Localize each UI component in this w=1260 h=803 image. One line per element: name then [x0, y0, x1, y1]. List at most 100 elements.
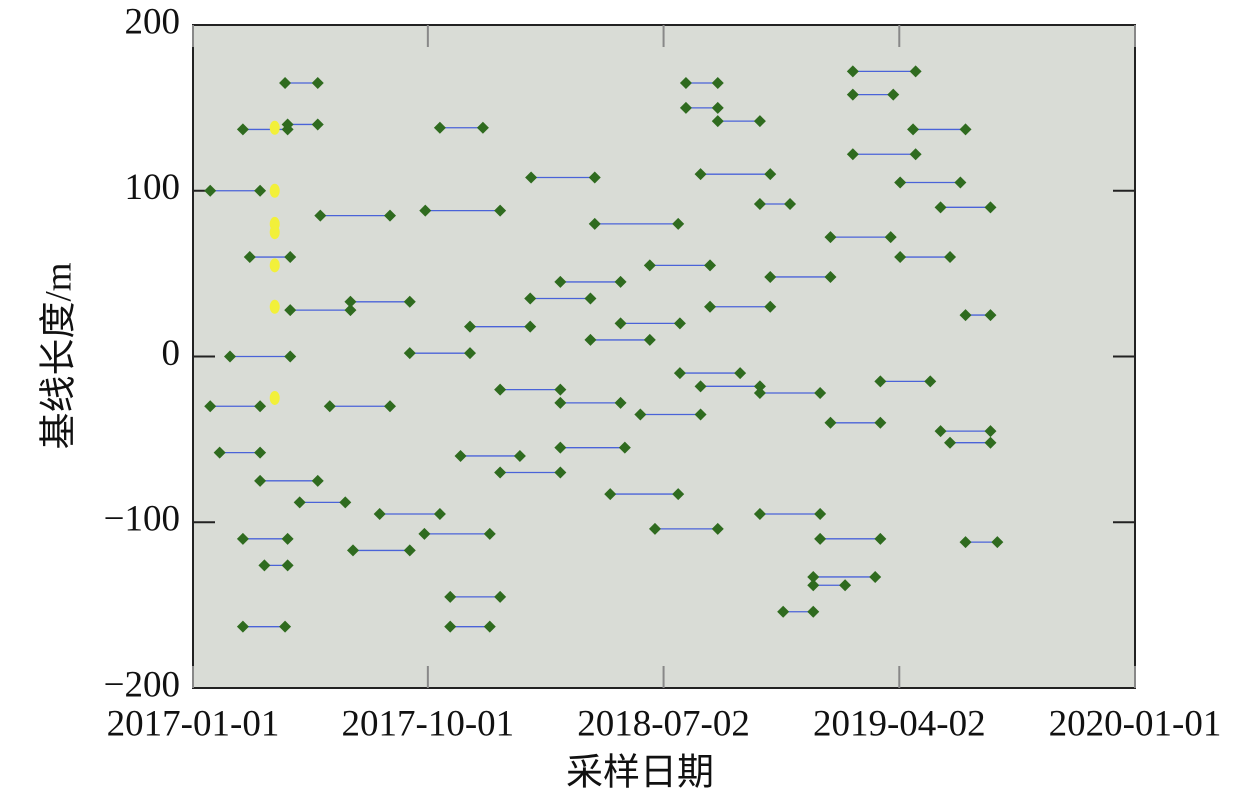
acquisition-marker — [344, 304, 357, 317]
acquisition-marker — [824, 231, 837, 244]
acquisition-marker — [384, 400, 397, 413]
acquisition-marker — [254, 184, 267, 197]
acquisition-marker — [204, 184, 217, 197]
acquisition-marker — [311, 77, 324, 90]
acquisition-marker — [944, 251, 957, 264]
acquisition-marker — [254, 474, 267, 487]
acquisition-marker — [347, 544, 360, 557]
acquisition-marker — [934, 425, 947, 438]
acquisition-marker — [753, 507, 766, 520]
acquisition-marker — [258, 559, 271, 572]
acquisition-marker — [753, 386, 766, 399]
acquisition-marker — [284, 350, 297, 363]
acquisition-marker — [909, 65, 922, 78]
acquisition-marker — [223, 350, 236, 363]
acquisition-marker — [846, 65, 859, 78]
acquisition-marker — [874, 532, 887, 545]
acquisition-marker — [694, 408, 707, 421]
acquisition-marker — [672, 217, 685, 230]
highlight-point — [269, 225, 280, 240]
acquisition-marker — [236, 620, 249, 633]
acquisition-marker — [777, 605, 790, 618]
x-tick-label: 2020-01-01 — [1049, 703, 1222, 744]
acquisition-marker — [924, 375, 937, 388]
acquisition-marker — [419, 204, 432, 217]
acquisition-marker — [672, 488, 685, 501]
acquisition-marker — [444, 620, 457, 633]
acquisition-marker — [909, 148, 922, 161]
acquisition-marker — [494, 590, 507, 603]
y-tick-label: −200 — [104, 664, 180, 705]
highlight-point — [269, 183, 280, 198]
acquisition-marker — [894, 251, 907, 264]
y-tick-label: 0 — [162, 333, 181, 374]
acquisition-marker — [433, 121, 446, 134]
acquisition-marker — [753, 380, 766, 393]
acquisition-marker — [764, 168, 777, 181]
acquisition-marker — [243, 251, 256, 264]
acquisition-marker — [524, 320, 537, 333]
acquisition-marker — [846, 88, 859, 101]
acquisition-marker — [344, 295, 357, 308]
acquisition-marker — [784, 198, 797, 211]
acquisition-marker — [846, 148, 859, 161]
acquisition-marker — [614, 275, 627, 288]
acquisition-marker — [764, 270, 777, 283]
acquisition-marker — [279, 77, 292, 90]
acquisition-marker — [814, 507, 827, 520]
acquisition-marker — [236, 123, 249, 136]
highlight-point — [269, 258, 280, 273]
acquisition-marker — [554, 396, 567, 409]
acquisition-marker — [339, 496, 352, 509]
acquisition-marker — [204, 400, 217, 413]
x-tick-label: 2017-01-01 — [107, 703, 280, 744]
acquisition-marker — [584, 292, 597, 305]
y-tick-label: 200 — [125, 1, 181, 42]
acquisition-marker — [944, 436, 957, 449]
acquisition-marker — [588, 171, 601, 184]
y-tick-label: 100 — [125, 167, 181, 208]
acquisition-marker — [753, 198, 766, 211]
acquisition-marker — [281, 118, 294, 131]
acquisition-marker — [584, 333, 597, 346]
acquisition-marker — [984, 309, 997, 322]
acquisition-marker — [483, 620, 496, 633]
acquisition-marker — [753, 115, 766, 128]
acquisition-marker — [254, 400, 267, 413]
acquisition-marker — [711, 522, 724, 535]
acquisition-marker — [814, 532, 827, 545]
acquisition-marker — [281, 559, 294, 572]
acquisition-marker — [734, 367, 747, 380]
acquisition-marker — [373, 507, 386, 520]
acquisition-marker — [814, 386, 827, 399]
acquisition-marker — [213, 446, 226, 459]
acquisition-marker — [384, 209, 397, 222]
acquisition-marker — [554, 275, 567, 288]
acquisition-marker — [824, 270, 837, 283]
acquisition-marker — [614, 317, 627, 330]
acquisition-marker — [464, 347, 477, 360]
acquisition-marker — [494, 383, 507, 396]
acquisition-marker — [634, 408, 647, 421]
highlight-point — [269, 390, 280, 405]
acquisition-marker — [643, 333, 656, 346]
acquisition-marker — [764, 300, 777, 313]
acquisition-marker — [711, 101, 724, 114]
x-tick-label: 2017-10-01 — [342, 703, 515, 744]
acquisition-marker — [403, 295, 416, 308]
acquisition-marker — [524, 292, 537, 305]
y-tick-label: −100 — [104, 499, 180, 540]
acquisition-marker — [554, 383, 567, 396]
acquisition-marker — [991, 536, 1004, 549]
acquisition-marker — [464, 320, 477, 333]
acquisition-marker — [293, 496, 306, 509]
acquisition-marker — [711, 77, 724, 90]
acquisition-marker — [807, 579, 820, 592]
acquisition-marker — [984, 436, 997, 449]
acquisition-marker — [679, 77, 692, 90]
acquisition-marker — [284, 251, 297, 264]
acquisition-marker — [679, 101, 692, 114]
acquisition-marker — [704, 300, 717, 313]
acquisition-marker — [281, 532, 294, 545]
